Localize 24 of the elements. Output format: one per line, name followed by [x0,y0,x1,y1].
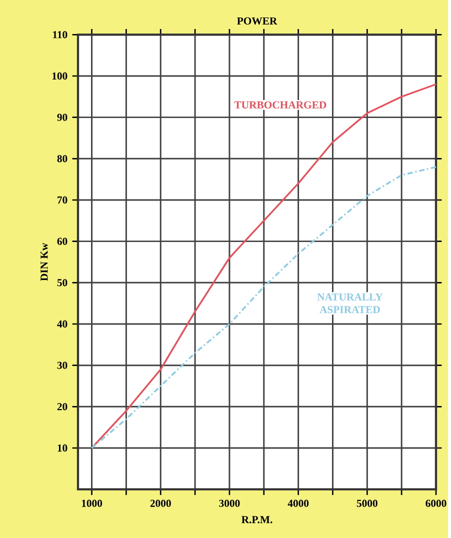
x-tick-label: 6000 [426,500,446,507]
y-tick-label: 100 [52,72,68,80]
y-tick-label: 50 [57,279,68,286]
x-axis-title: R.P.M. [241,516,272,524]
x-tick-label: 5000 [356,500,378,507]
text: TURBOCHARGED [234,101,326,109]
line-series [90,166,436,449]
y-tick-label: 80 [57,155,68,162]
y-tick-label: 30 [57,362,68,369]
x-tick-label: 1000 [82,500,102,507]
y-tick-label: 20 [57,403,68,410]
y-tick-label: 60 [57,238,68,245]
y-tick-label: 10 [58,444,68,452]
x-tick-label: 3000 [219,500,240,507]
x-tick-label: 2000 [150,500,171,507]
y-tick-label: 110 [52,31,68,38]
chart-title: POWER [236,17,278,25]
y-tick-label: 70 [57,196,68,204]
line-series [90,83,436,449]
y-tick-label: 40 [57,320,68,328]
x-tick-label: 4000 [288,500,309,507]
y-tick-label: 90 [57,114,68,121]
y-axis-title: DIN Kw [40,242,48,281]
text: NATURALLY ASPIRATED [317,293,383,314]
